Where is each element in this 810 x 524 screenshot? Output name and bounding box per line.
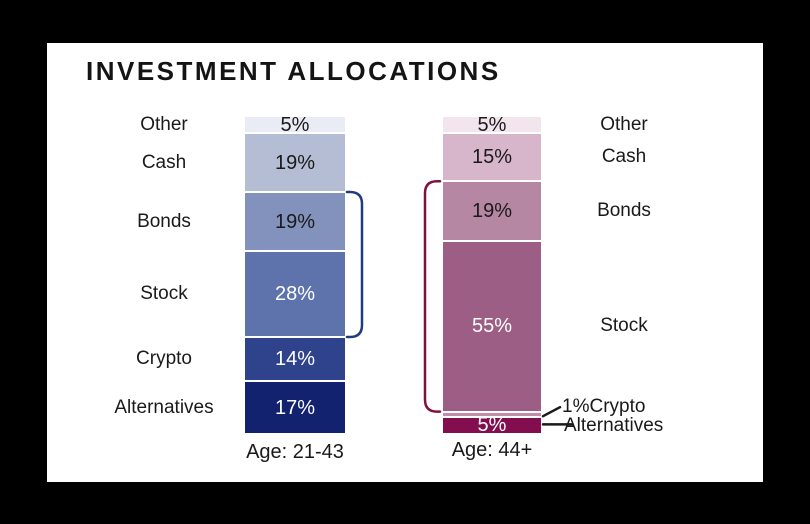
segment-value-label: 55%	[471, 315, 513, 338]
segment-other: 5%	[245, 113, 345, 136]
segment-other: 5%	[443, 113, 541, 136]
category-label-bonds: Bonds	[137, 210, 191, 232]
age-group-label-left: Age: 21-43	[246, 441, 344, 463]
crypto-callout-label: 1%Crypto	[562, 396, 645, 418]
segment-bonds: 19%	[245, 193, 345, 250]
category-label-other: Other	[600, 113, 648, 135]
segment-value-label: 17%	[274, 396, 316, 419]
segment-bonds: 19%	[443, 182, 541, 241]
segment-value-label: 19%	[471, 200, 513, 223]
segment-value-label: 14%	[274, 348, 316, 370]
segment-crypto: 14%	[245, 338, 345, 380]
segment-value-label: 19%	[274, 210, 316, 233]
segment-value-label: 28%	[274, 283, 316, 305]
segment-stock: 55%	[443, 242, 541, 411]
alternatives-callout-label: Alternatives	[564, 415, 664, 437]
category-label-cash: Cash	[141, 151, 187, 173]
chart-title: INVESTMENT ALLOCATIONS	[86, 56, 501, 86]
category-label-cash: Cash	[601, 146, 647, 168]
segment-value-label: 19%	[274, 151, 316, 174]
segment-crypto	[443, 412, 541, 416]
category-label-other: Other	[140, 113, 188, 135]
segment-cash: 15%	[443, 134, 541, 181]
category-label-stock: Stock	[600, 315, 648, 337]
segment-value-label: 5%	[280, 113, 310, 136]
category-label-crypto: Crypto	[136, 348, 192, 369]
category-label-stock: Stock	[140, 283, 188, 304]
segment-stock: 28%	[245, 252, 345, 336]
crypto-callout-value: 1%	[562, 396, 590, 418]
segment-alternatives: 5%	[443, 414, 541, 437]
chart-panel	[47, 43, 763, 482]
segment-alternatives: 17%	[245, 382, 345, 433]
segment-value-label: 5%	[477, 414, 507, 437]
crypto-callout-text: Crypto	[589, 396, 646, 418]
segment-cash: 19%	[245, 134, 345, 191]
category-label-bonds: Bonds	[597, 200, 651, 222]
age-group-label-right: Age: 44+	[451, 439, 533, 461]
segment-value-label: 5%	[477, 113, 507, 136]
segment-value-label: 15%	[471, 146, 513, 169]
category-label-alternatives: Alternatives	[114, 396, 214, 418]
